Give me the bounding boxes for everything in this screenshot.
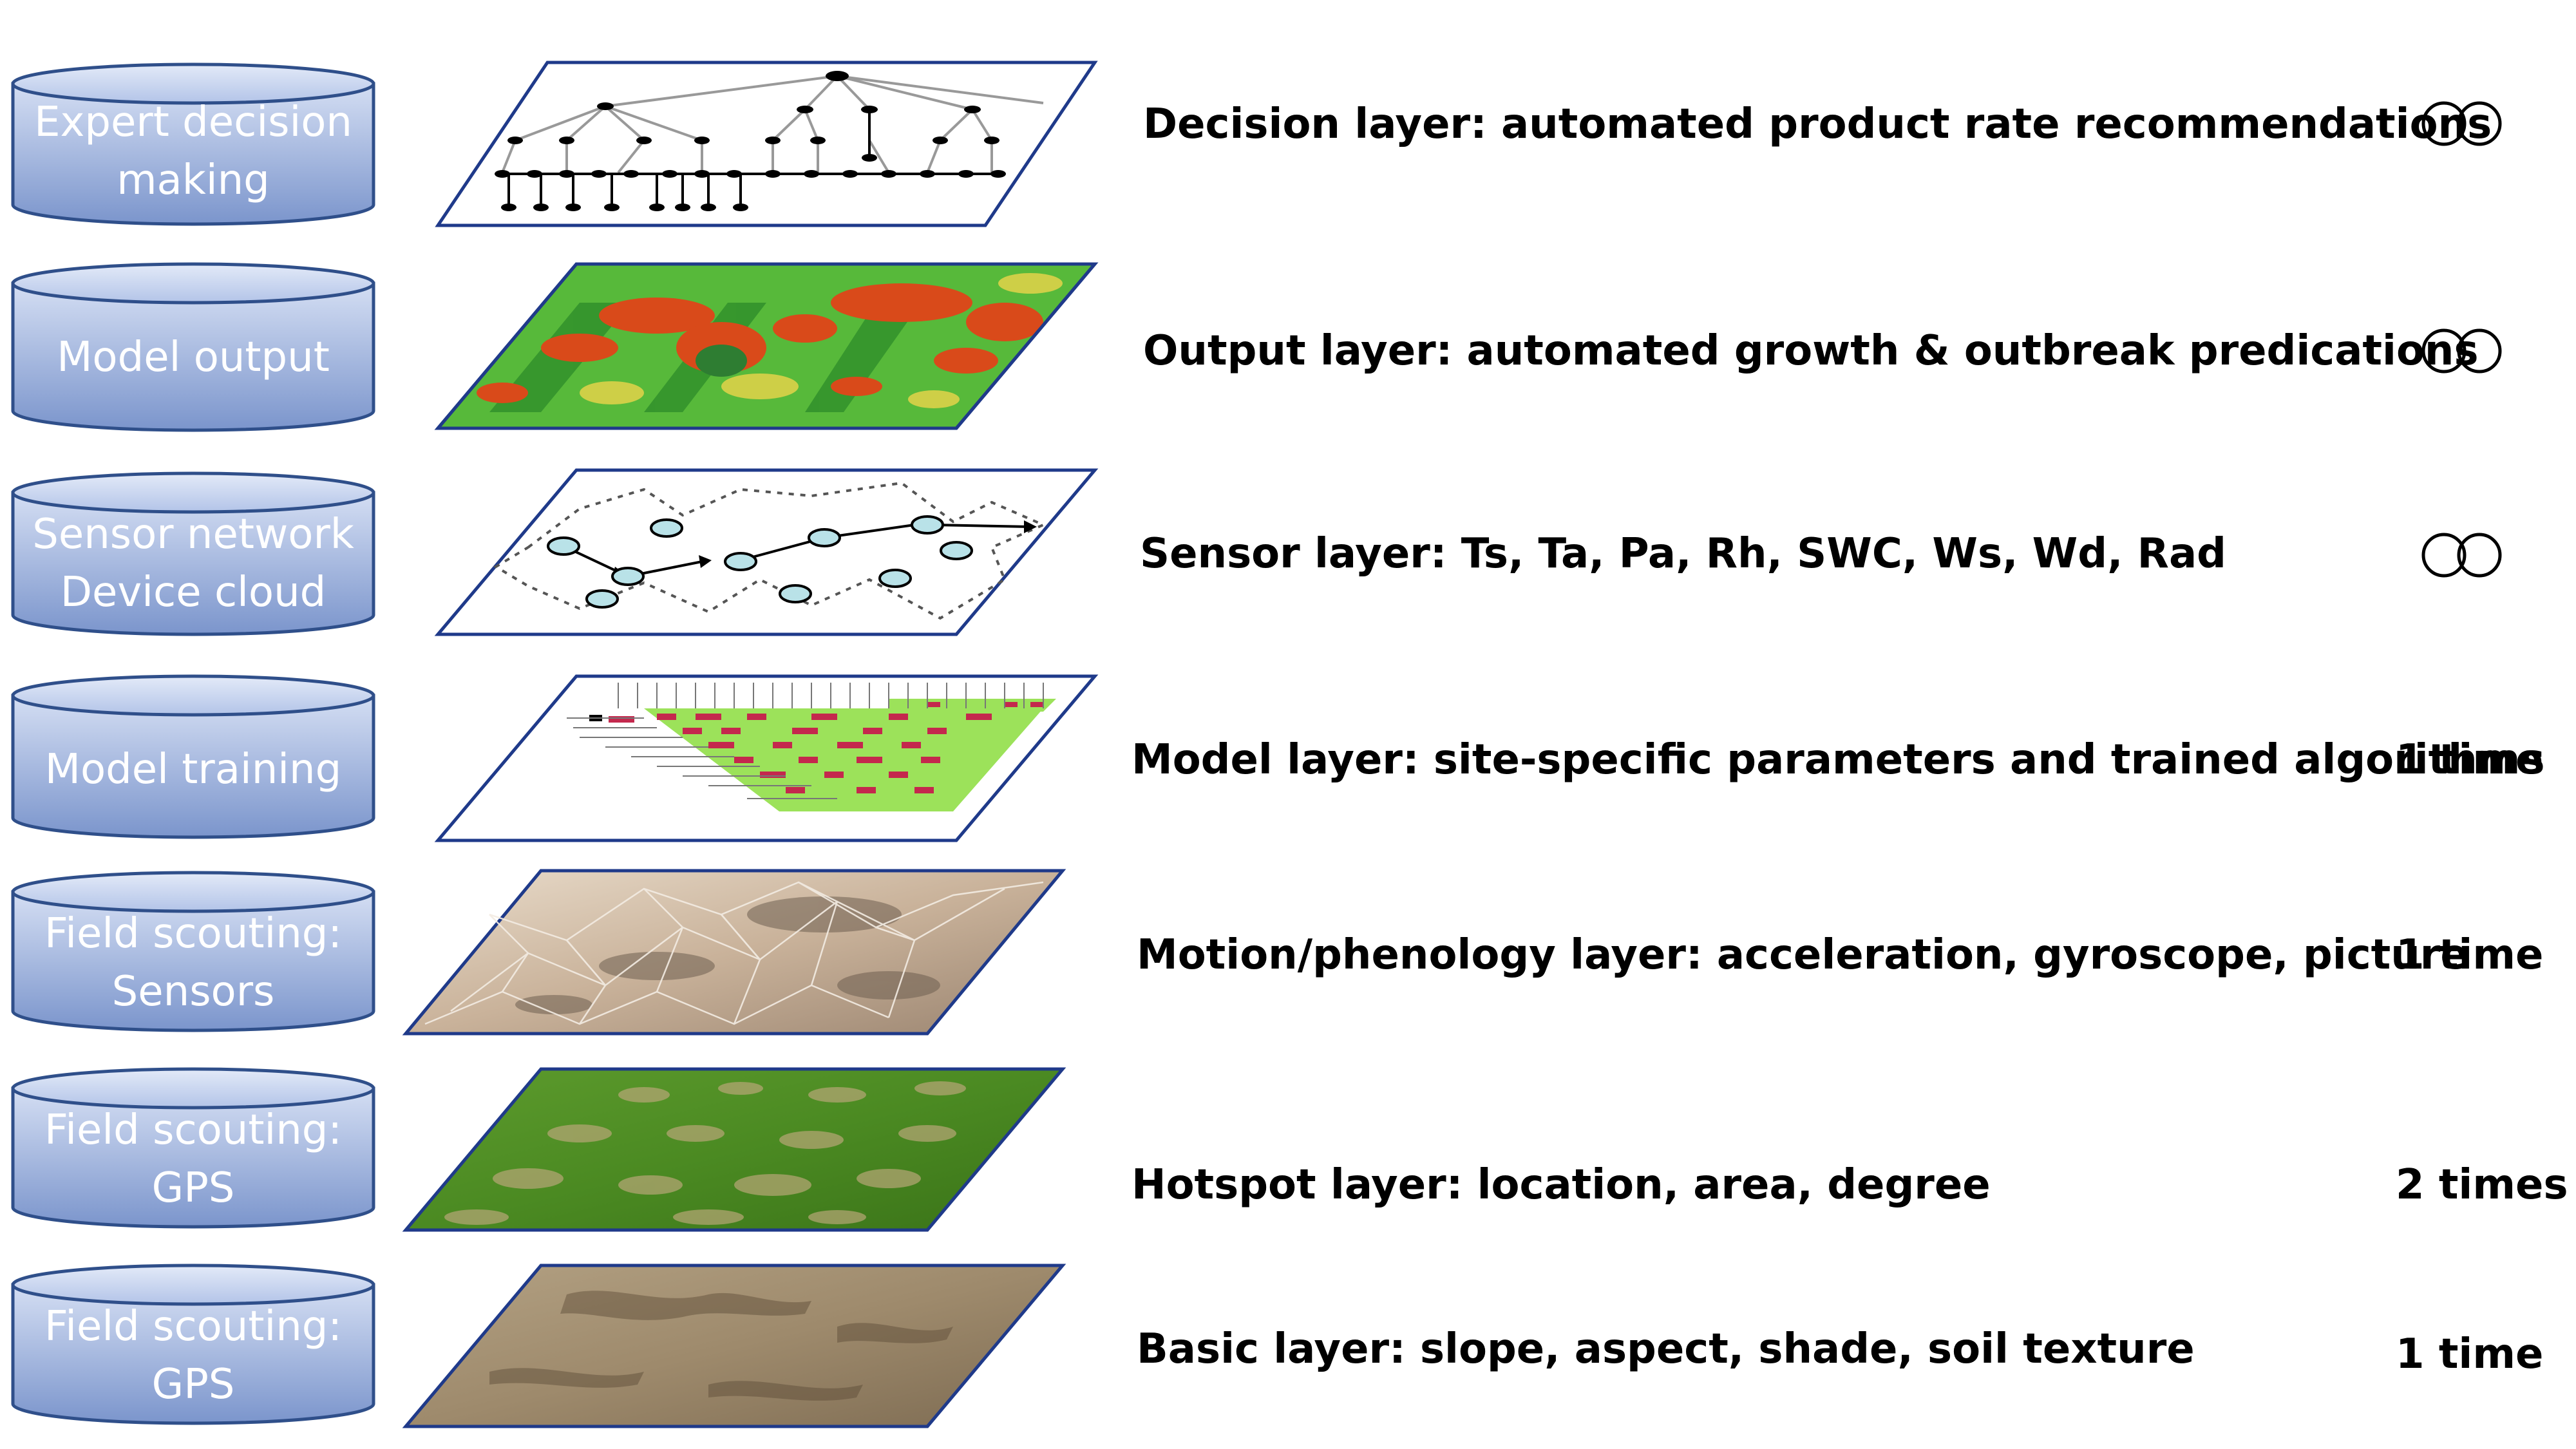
basic-soil-layer — [402, 1264, 1066, 1428]
label-line: Model output — [57, 334, 330, 381]
frequency: 2 times — [2396, 1161, 2568, 1209]
infinity-icon — [2421, 533, 2502, 578]
label-line: Field scouting: — [44, 910, 342, 958]
model-training-matrix-layer — [434, 674, 1099, 842]
frequency: 1 time — [2396, 1331, 2544, 1378]
label-line: Model training — [44, 746, 342, 793]
row-label: Expert decision making — [13, 93, 374, 209]
cylinder-6 — [11, 1067, 375, 1229]
row-label: Sensor network Device cloud — [13, 506, 374, 621]
label-line: Device cloud — [60, 569, 327, 616]
cylinder-2 — [11, 262, 375, 432]
label-line: Sensor network — [32, 511, 354, 558]
label-line: Field scouting: — [44, 1303, 342, 1350]
infinity-icon — [2421, 101, 2502, 146]
label-line: making — [117, 156, 270, 204]
label-line: GPS — [151, 1164, 235, 1212]
motion-terrain-layer — [402, 869, 1066, 1036]
cylinder-3 — [11, 471, 375, 636]
cylinder-5 — [11, 871, 375, 1032]
frequency: 1 time — [2396, 736, 2544, 784]
cylinder-7 — [11, 1264, 375, 1425]
model-output-heatmap-layer — [434, 262, 1099, 430]
layer-description: Hotspot layer: location, area, degree — [1132, 1161, 1991, 1209]
label-line: Expert decision — [34, 99, 352, 146]
decision-tree-layer — [435, 61, 1098, 227]
hotspot-grass-layer — [402, 1067, 1066, 1232]
frequency: 1 time — [2396, 931, 2544, 979]
layer-description: Basic layer: slope, aspect, shade, soil … — [1137, 1325, 2195, 1373]
row-label: Model output — [13, 328, 374, 386]
row-label: Model training — [13, 741, 374, 799]
layer-description: Output layer: automated growth & outbrea… — [1143, 327, 2479, 375]
row-label: Field scouting: GPS — [13, 1298, 374, 1414]
label-line: Sensors — [111, 968, 275, 1016]
row-label: Field scouting: Sensors — [13, 905, 374, 1021]
cylinder-4 — [11, 674, 375, 839]
infinity-icon — [2421, 328, 2502, 374]
layer-description: Decision layer: automated product rate r… — [1143, 100, 2492, 148]
layer-description: Motion/phenology layer: acceleration, gy… — [1137, 931, 2468, 979]
label-line: Field scouting: — [44, 1106, 342, 1154]
layer-description: Model layer: site-specific parameters an… — [1132, 736, 2545, 784]
label-line: GPS — [151, 1361, 235, 1408]
sensor-network-layer — [434, 468, 1099, 636]
row-label: Field scouting: GPS — [13, 1101, 374, 1217]
cylinder-1 — [11, 62, 375, 226]
layer-description: Sensor layer: Ts, Ta, Pa, Rh, SWC, Ws, W… — [1140, 530, 2226, 578]
